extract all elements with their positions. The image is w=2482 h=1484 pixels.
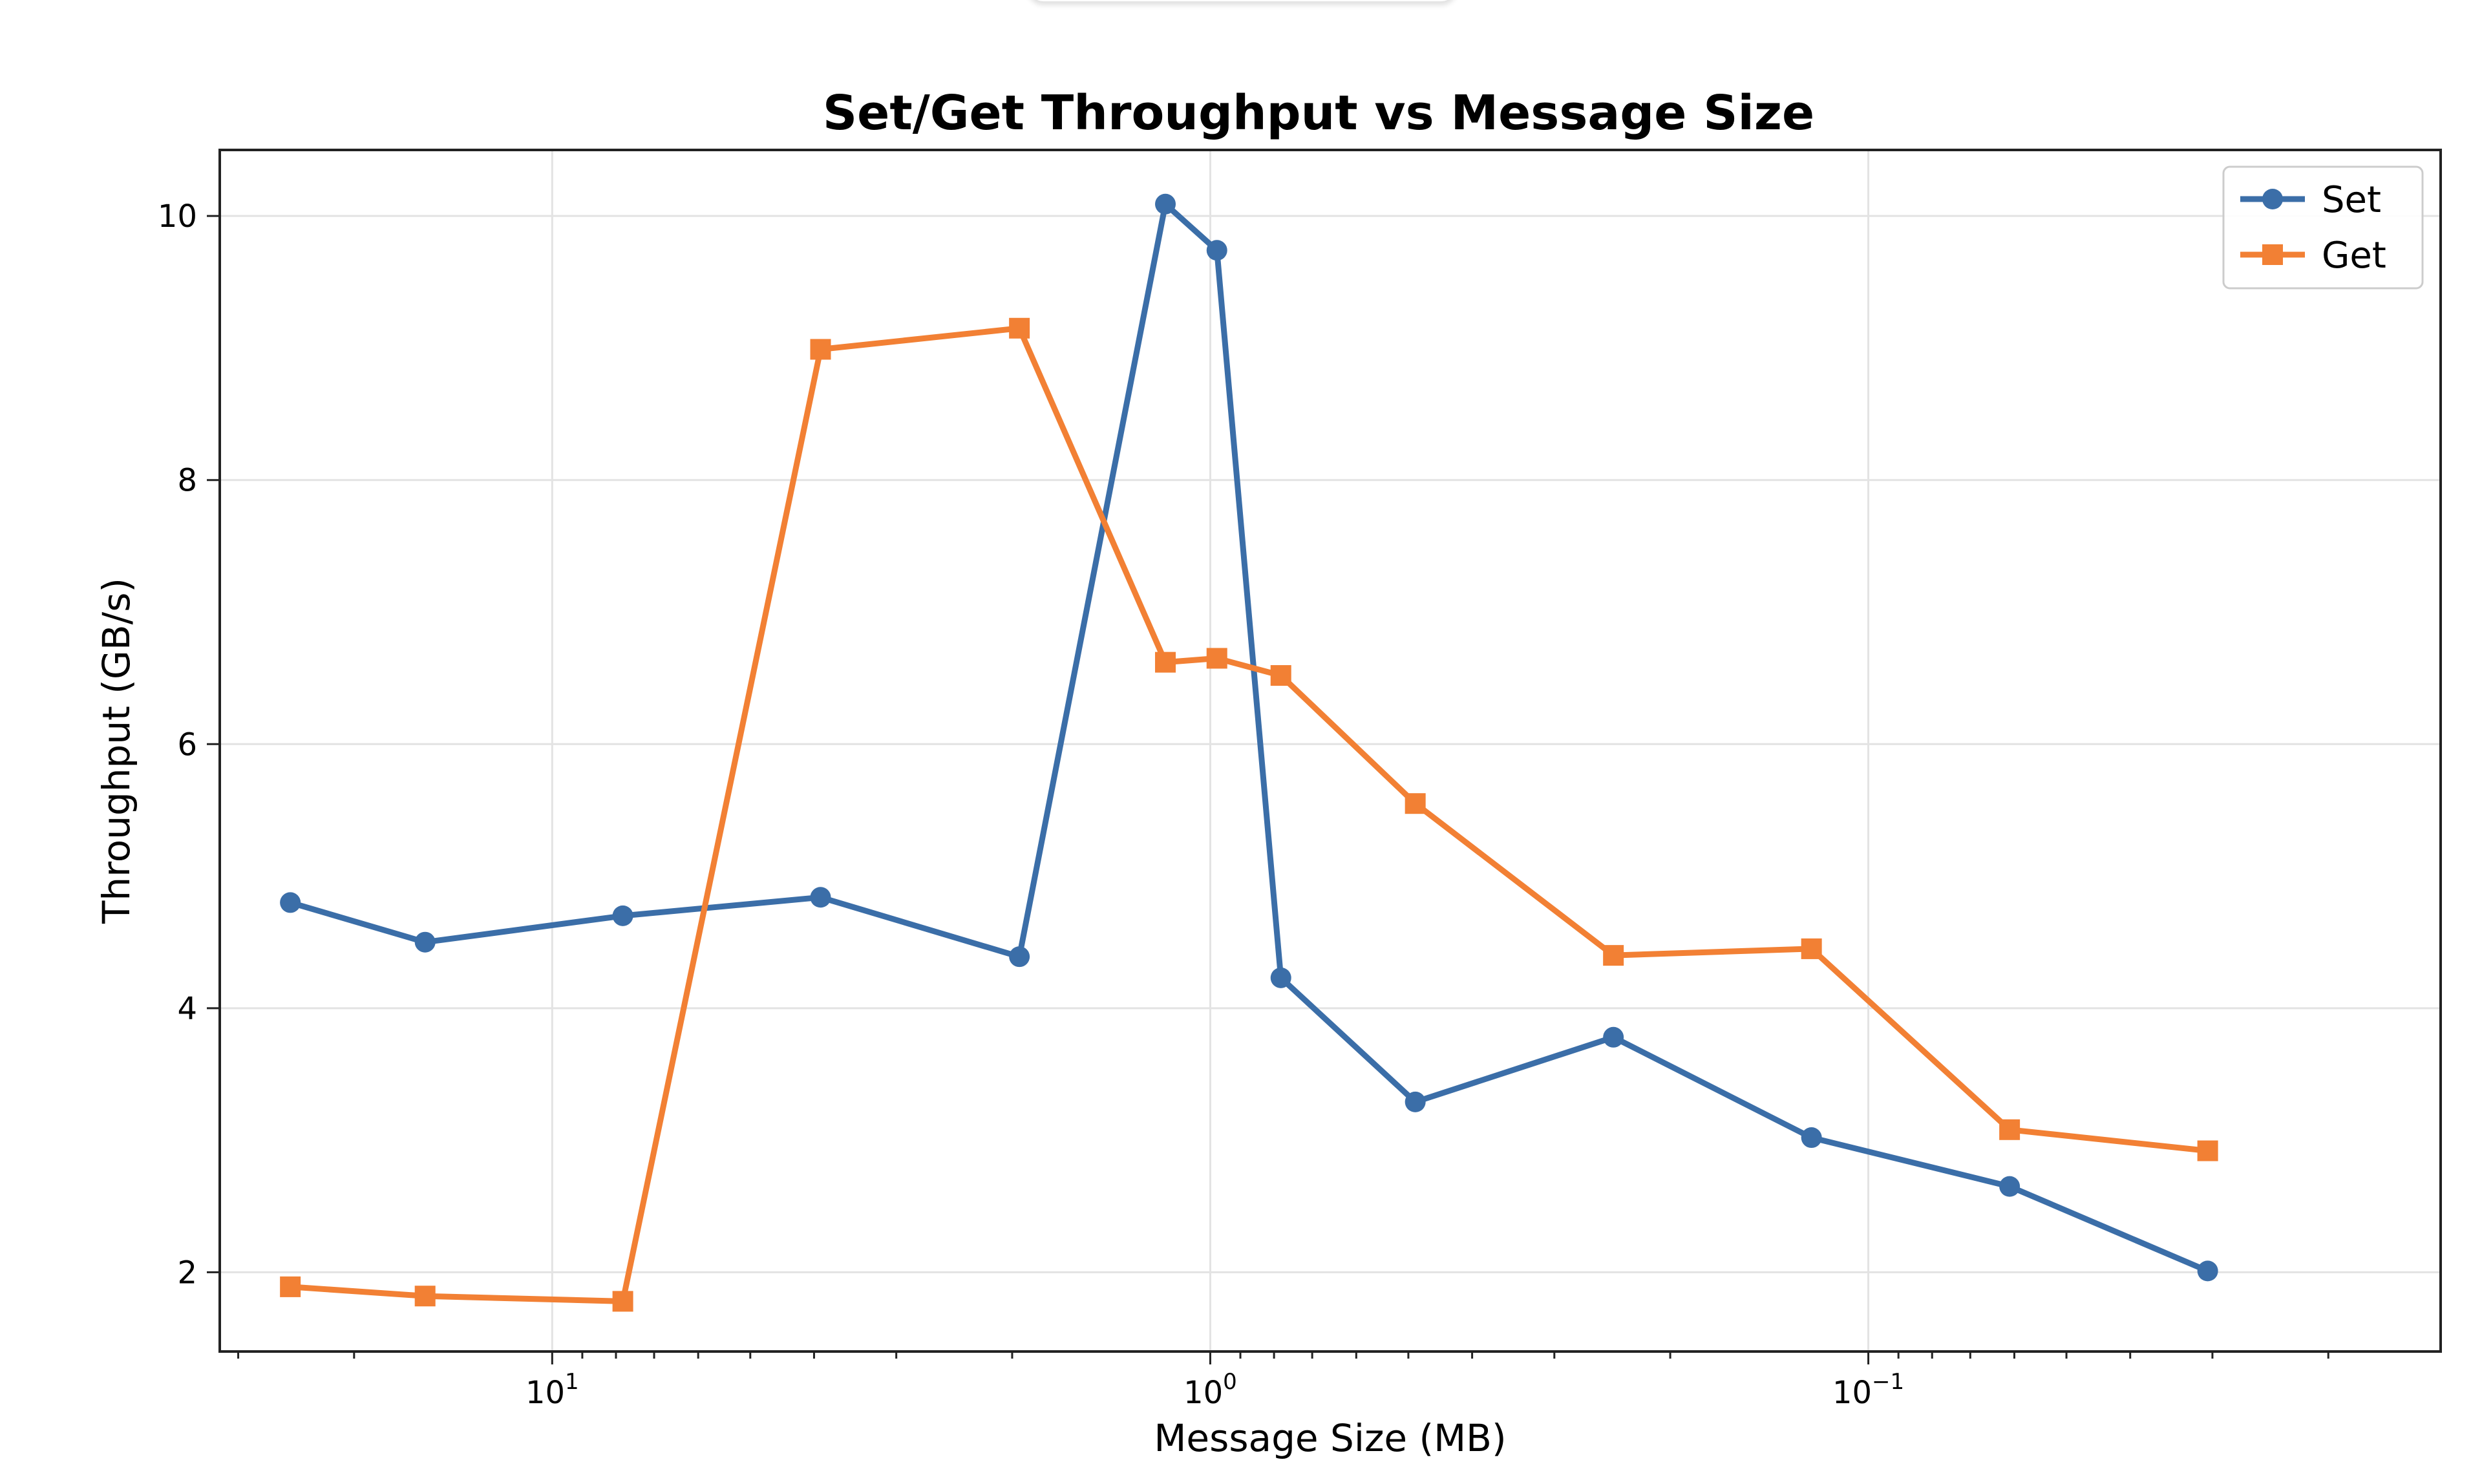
legend-set-marker (2262, 189, 2283, 209)
series-set-point (280, 892, 301, 913)
x-tick-exponent: 1 (565, 1369, 579, 1395)
series-get-point (1206, 648, 1227, 669)
legend: Set Get (2222, 165, 2424, 290)
series-set-point (1155, 193, 1176, 215)
series-get-point (1405, 793, 1426, 814)
plot-frame (218, 149, 2442, 1353)
series-set-point (1999, 1176, 2021, 1197)
series-set-point (1801, 1127, 1822, 1149)
x-axis-ticks: 101 100 10−1 (525, 1352, 1904, 1411)
series-set-point (414, 931, 436, 953)
series-get-point (280, 1276, 301, 1297)
series-get-point (1155, 652, 1176, 673)
series-get-point (1270, 665, 1291, 686)
series-get-point (612, 1291, 633, 1312)
x-tick-exponent: 0 (1223, 1369, 1237, 1395)
series-set-point (1603, 1026, 1624, 1048)
series-set-point (2197, 1260, 2218, 1282)
legend-get-marker (2262, 244, 2283, 265)
series-get-point (2197, 1140, 2218, 1161)
series-get (280, 317, 2218, 1312)
series-get-point (414, 1286, 436, 1307)
x-tick-label: 101 (525, 1369, 579, 1411)
series-set (280, 193, 2218, 1282)
x-tick-label: 10−1 (1832, 1369, 1904, 1411)
series-set-point (1270, 967, 1291, 988)
y-tick-label: 4 (177, 991, 197, 1027)
chart-title: Set/Get Throughput vs Message Size (823, 85, 1814, 141)
series-set-point (1405, 1091, 1426, 1112)
grid-lines (220, 150, 2441, 1352)
series-lines (280, 193, 2218, 1312)
x-axis-label: Message Size (MB) (1154, 1416, 1506, 1460)
series-set-point (1009, 946, 1030, 968)
series-get-point (1801, 938, 1822, 959)
series-get-point (810, 339, 831, 360)
legend-set-label: Set (2322, 179, 2381, 221)
series-set-point (1206, 240, 1227, 261)
y-tick-label: 8 (177, 463, 197, 499)
series-set-point (810, 887, 831, 908)
series-get-line (287, 325, 2211, 1304)
series-get-point (1603, 945, 1624, 966)
x-tick-exponent: −1 (1872, 1369, 1904, 1395)
x-tick-label: 100 (1183, 1369, 1237, 1411)
y-axis-ticks: 2 4 6 8 10 (158, 198, 220, 1291)
series-set-point (612, 905, 633, 926)
y-axis-label: Throughput (GB/s) (94, 578, 138, 924)
series-get-point (1999, 1119, 2021, 1140)
y-tick-label: 2 (177, 1255, 197, 1291)
y-tick-label: 10 (158, 198, 197, 235)
legend-get-label: Get (2322, 235, 2386, 277)
series-set-line (287, 201, 2211, 1274)
y-tick-label: 6 (177, 726, 197, 763)
series-get-point (1009, 317, 1030, 339)
